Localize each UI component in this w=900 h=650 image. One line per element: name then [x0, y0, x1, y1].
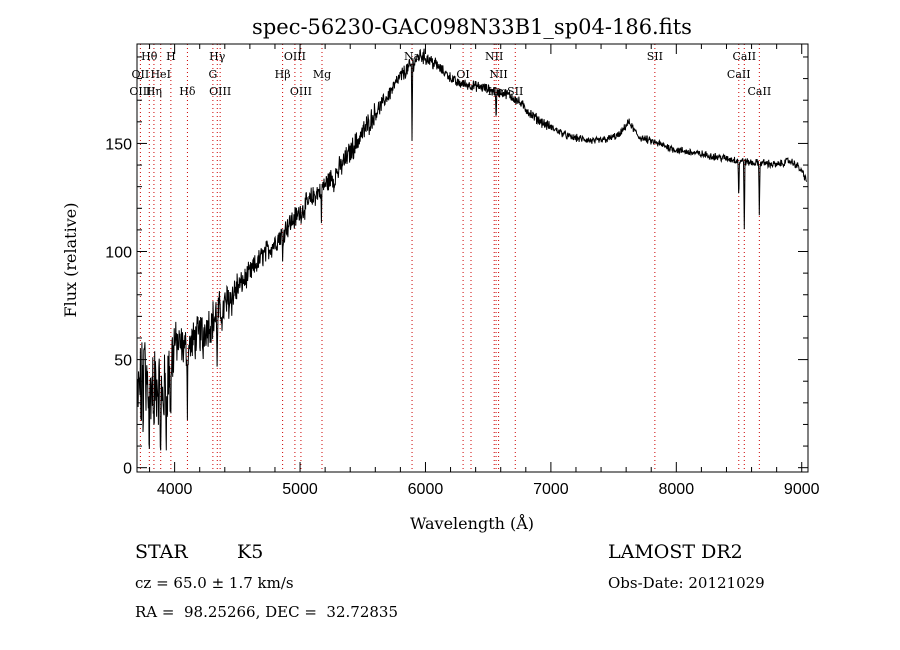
line-id-label: CaII — [748, 85, 772, 98]
x-axis-ticks: 4000 5000 6000 7000 8000 9000 — [149, 44, 820, 498]
x-tick-label: 7000 — [533, 481, 569, 498]
line-id-label: Hγ — [209, 50, 226, 63]
object-subclass: K5 — [237, 541, 264, 563]
observation-date: Obs-Date: 20121029 — [608, 574, 765, 592]
x-tick-label: 8000 — [659, 481, 695, 498]
spectrum-line — [136, 48, 808, 451]
chart-title: spec-56230-GAC098N33B1_sp04-186.fits — [252, 15, 692, 39]
line-id-label: G — [208, 68, 217, 81]
x-tick-label: 4000 — [157, 481, 193, 498]
line-id-label: Hβ — [275, 68, 291, 81]
line-id-label: CaII — [727, 68, 751, 81]
redshift-velocity: cz = 65.0 ± 1.7 km/s — [135, 574, 294, 592]
line-id-label: OIII — [129, 85, 151, 98]
line-id-label: Hη — [146, 85, 162, 98]
x-tick-label: 6000 — [408, 481, 444, 498]
line-id-label: HeI — [150, 68, 170, 81]
y-axis-label: Flux (relative) — [61, 203, 80, 318]
line-id-label: Hδ — [179, 85, 196, 98]
x-tick-label: 5000 — [282, 481, 318, 498]
line-id-label: Hθ — [141, 50, 158, 63]
survey-label: LAMOST DR2 — [608, 541, 743, 563]
line-id-label: OIII — [209, 85, 231, 98]
plot-frame — [136, 43, 809, 473]
line-id-label: OIII — [284, 50, 306, 63]
y-tick-label: 100 — [105, 245, 132, 262]
line-id-label: OIII — [290, 85, 312, 98]
x-axis-label: Wavelength (Å) — [410, 513, 534, 533]
y-axis-ticks: 0 50 100 150 — [105, 56, 808, 478]
object-class: STAR — [135, 541, 188, 563]
line-id-label: OI — [456, 68, 469, 81]
line-id-label: NII — [485, 50, 503, 63]
line-id-label: CaII — [732, 50, 756, 63]
y-tick-label: 50 — [114, 353, 132, 370]
y-tick-label: 0 — [123, 461, 132, 478]
line-id-label: SII — [647, 50, 663, 63]
x-tick-label: 9000 — [784, 481, 820, 498]
line-id-label: Mg — [313, 68, 331, 81]
line-id-label: NII — [489, 68, 507, 81]
coordinates: RA = 98.25266, DEC = 32.72835 — [135, 603, 399, 621]
spectral-line-markers — [139, 44, 760, 472]
line-id-label: OII — [132, 68, 150, 81]
y-tick-label: 150 — [105, 136, 132, 153]
line-id-label: SII — [507, 85, 523, 98]
line-id-label: H — [166, 50, 176, 63]
